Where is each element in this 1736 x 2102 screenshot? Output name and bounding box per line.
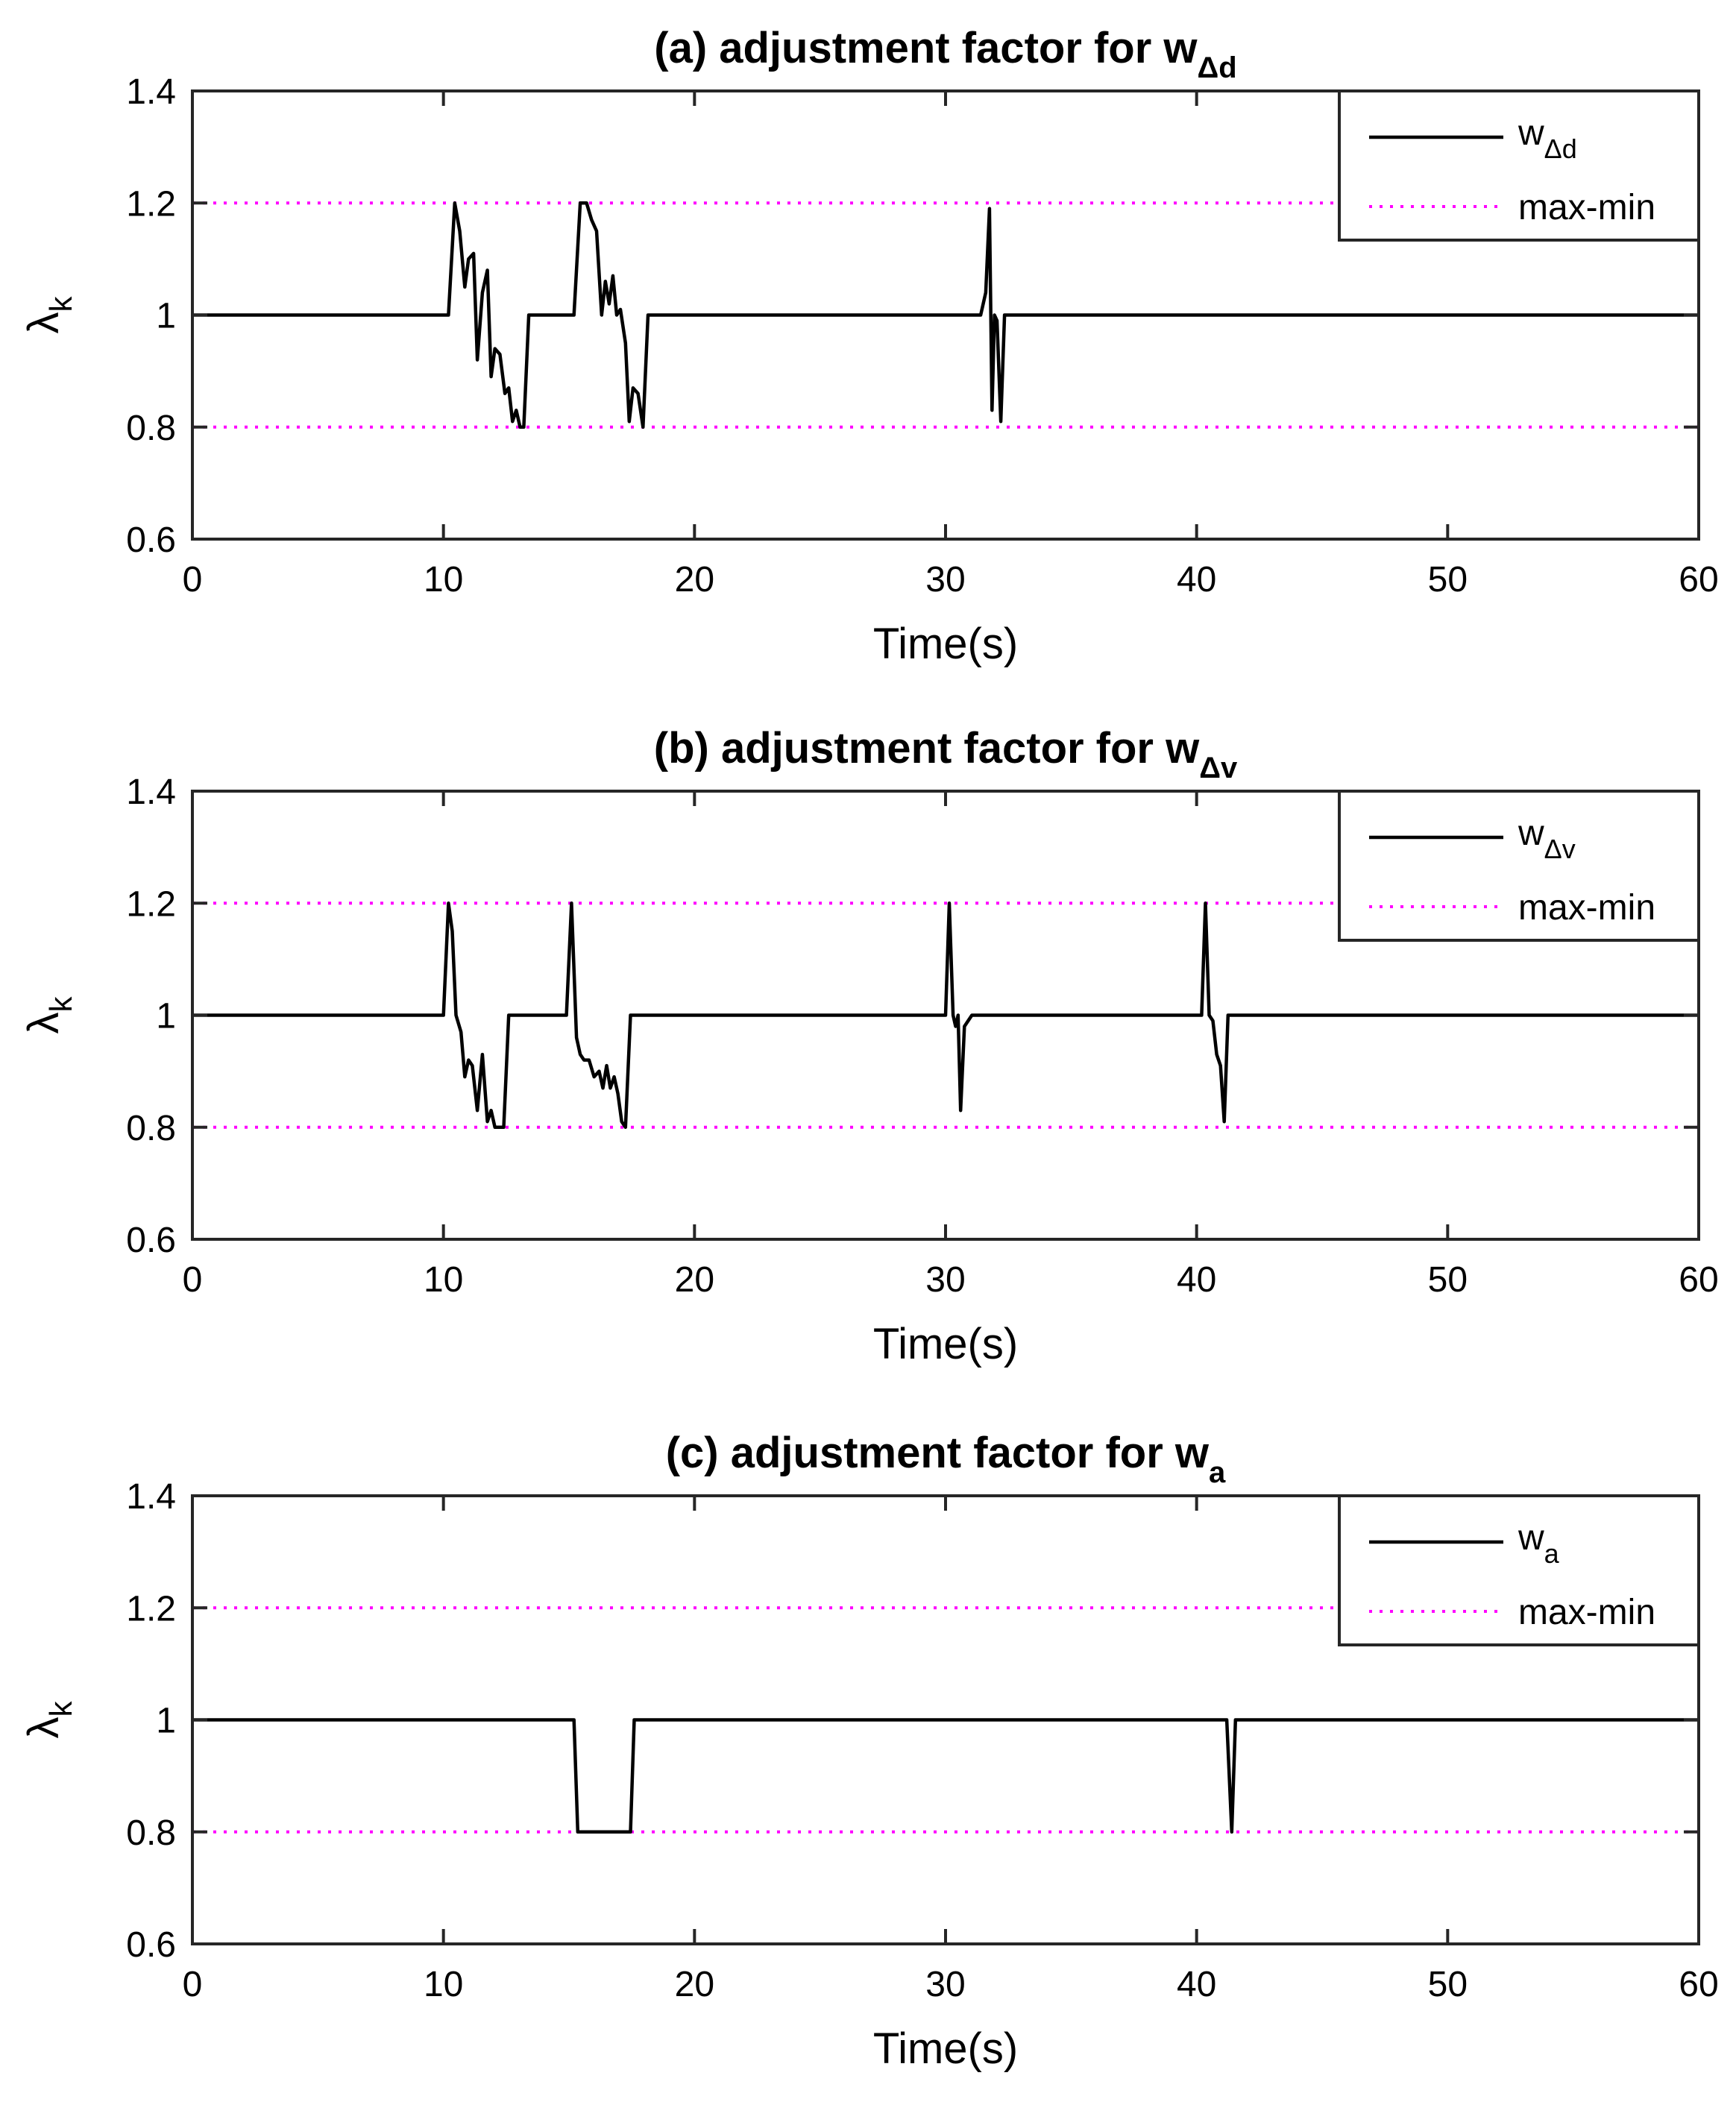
y-axis-label: λk [19, 996, 78, 1034]
x-tick-label: 20 [675, 1260, 714, 1300]
y-tick-label: 1 [156, 1702, 176, 1741]
x-tick-label: 60 [1679, 560, 1718, 600]
x-axis-label: Time(s) [873, 2024, 1018, 2073]
y-tick-label: 0.8 [126, 409, 176, 448]
chart-title-main: (c) adjustment factor for w [666, 1429, 1210, 1477]
x-tick-label: 50 [1428, 560, 1468, 600]
y-tick-label: 1 [156, 297, 176, 336]
chart-title: (c) adjustment factor for wa [666, 1429, 1226, 1489]
y-tick-label: 1.2 [126, 1589, 176, 1629]
x-tick-label: 20 [675, 1965, 714, 2004]
legend-label-max-min: max-min [1518, 188, 1655, 227]
chart-title: (b) adjustment factor for wΔv [654, 724, 1238, 784]
legend-label-w-subscript: a [1544, 1538, 1560, 1569]
x-tick-label: 50 [1428, 1965, 1468, 2004]
legend: wΔd max-min [1338, 89, 1700, 242]
legend-label-w-subscript: Δv [1544, 834, 1576, 864]
x-tick-label: 40 [1177, 560, 1216, 600]
x-tick-label: 30 [925, 1260, 965, 1300]
x-tick-label: 0 [183, 1965, 203, 2004]
legend-box [1338, 1494, 1700, 1646]
y-axis-label: λk [19, 1701, 78, 1739]
x-tick-label: 30 [925, 560, 965, 600]
y-tick-label: 0.8 [126, 1109, 176, 1148]
legend-label-w: wΔd [1518, 113, 1577, 164]
y-axis-label-main: λ [19, 312, 68, 334]
x-tick-label: 0 [183, 560, 203, 600]
y-tick-label: 1.2 [126, 884, 176, 924]
chart-title: (a) adjustment factor for wΔd [654, 24, 1236, 84]
legend-label-w-subscript: Δd [1544, 133, 1577, 164]
x-tick-label: 0 [183, 1260, 203, 1300]
legend-label-w: wa [1518, 1518, 1560, 1569]
x-tick-label: 40 [1177, 1965, 1216, 2004]
chart-title-main: (a) adjustment factor for w [654, 24, 1198, 72]
y-tick-label: 1.2 [126, 184, 176, 224]
y-tick-label: 0.6 [126, 1221, 176, 1260]
y-tick-label: 0.6 [126, 520, 176, 560]
chart-title-subscript: a [1209, 1456, 1226, 1489]
legend-label-w-main: w [1518, 1518, 1544, 1558]
x-tick-label: 10 [424, 560, 463, 600]
series-line-w [192, 1718, 1699, 1834]
y-axis-label-main: λ [19, 1717, 68, 1739]
y-axis-label-main: λ [19, 1013, 68, 1034]
legend-label-max-min: max-min [1518, 1593, 1655, 1632]
chart-panel-3: (c) adjustment factor for wa0 10 20 30 40 50 6… [19, 1429, 1719, 2073]
legend: wΔv max-min [1338, 790, 1700, 942]
legend-label-max-min: max-min [1518, 888, 1655, 928]
chart-title-subscript: Δv [1199, 752, 1238, 784]
x-tick-label: 20 [675, 560, 714, 600]
y-tick-label: 1.4 [126, 72, 176, 112]
chart-title-main: (b) adjustment factor for w [654, 724, 1200, 772]
x-axis-label: Time(s) [873, 620, 1018, 668]
legend-box [1338, 89, 1700, 242]
y-axis-label-subscript: k [43, 996, 78, 1013]
y-tick-label: 1 [156, 997, 176, 1036]
y-tick-label: 0.8 [126, 1813, 176, 1853]
y-axis-label-subscript: k [43, 296, 78, 312]
legend: wa max-min [1338, 1494, 1700, 1646]
legend-label-w-main: w [1518, 113, 1544, 153]
x-tick-label: 10 [424, 1260, 463, 1300]
x-tick-label: 30 [925, 1965, 965, 2004]
y-tick-label: 0.6 [126, 1925, 176, 1965]
y-tick-label: 1.4 [126, 772, 176, 812]
legend-box [1338, 790, 1700, 942]
legend-label-w-main: w [1518, 814, 1544, 853]
series-line-w [192, 901, 1699, 1130]
y-axis-label-subscript: k [43, 1701, 78, 1717]
x-axis-label: Time(s) [873, 1320, 1018, 1368]
y-axis-label: λk [19, 296, 78, 334]
chart-title-subscript: Δd [1198, 51, 1237, 84]
x-tick-label: 60 [1679, 1260, 1718, 1300]
y-tick-label: 1.4 [126, 1477, 176, 1517]
series-line-w [192, 201, 1699, 429]
x-tick-label: 60 [1679, 1965, 1718, 2004]
x-tick-label: 40 [1177, 1260, 1216, 1300]
x-tick-label: 10 [424, 1965, 463, 2004]
legend-label-w: wΔv [1518, 814, 1576, 864]
x-tick-label: 50 [1428, 1260, 1468, 1300]
